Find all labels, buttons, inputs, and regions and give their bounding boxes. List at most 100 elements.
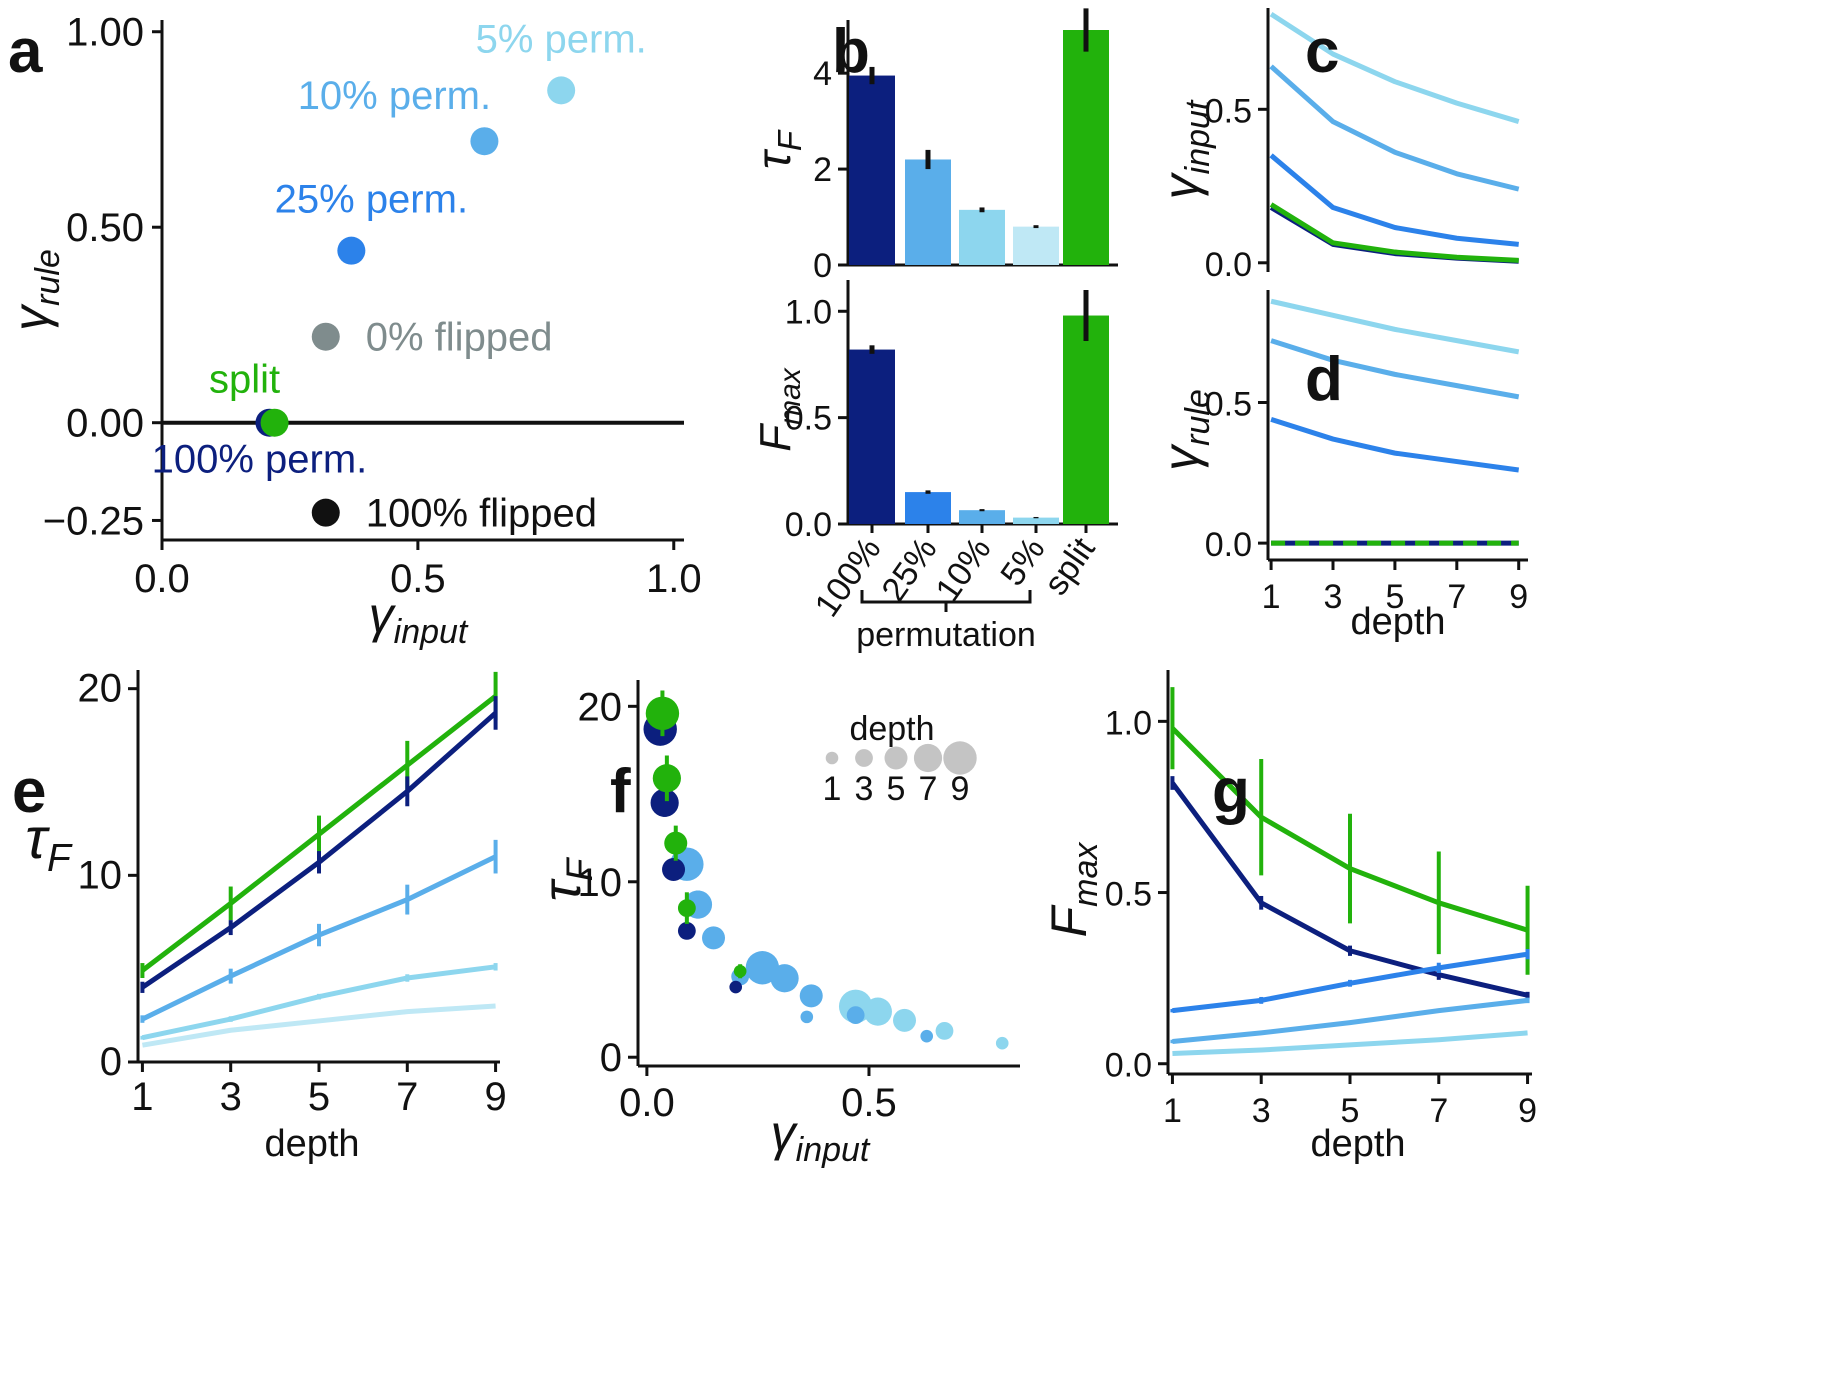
x-tick-label: 9 <box>484 1075 506 1119</box>
permutation-label: permutation <box>856 616 1036 654</box>
b-category-label: 10% <box>928 531 998 609</box>
y-axis-label-sub: rule <box>29 249 67 306</box>
series-line-4 <box>1172 1030 1528 1056</box>
point-label-4: 100% perm. <box>152 438 368 482</box>
series-line-1 <box>1269 64 1520 192</box>
series-line-3 <box>141 964 496 1041</box>
b-top-y-tick-label: 2 <box>813 151 832 189</box>
c-y-axis-label: γinput <box>1153 99 1217 199</box>
y-tick-label: 0.00 <box>66 402 144 446</box>
e-y-axis-label-text: τF <box>25 806 73 880</box>
y-tick-label: 0 <box>600 1036 622 1080</box>
y-tick-label: −0.25 <box>43 499 144 543</box>
x-tick-label: 1 <box>131 1075 153 1119</box>
point-17 <box>662 857 686 881</box>
x-tick-label: 0.0 <box>619 1081 675 1125</box>
b-top-y-tick-label: 0 <box>813 247 832 285</box>
point-0 <box>547 76 576 105</box>
series-line-4 <box>141 1003 496 1048</box>
d-x-axis-label: depth <box>1350 601 1445 643</box>
b-category-label: 100% <box>808 531 889 624</box>
size-legend-dot-3 <box>913 743 943 773</box>
x-axis-label-text: γinput <box>369 587 469 651</box>
y-axis-label-text: γrule <box>3 249 67 331</box>
b-bottom-y-tick-label: 0.0 <box>785 506 832 544</box>
e-x-axis-label: depth <box>264 1123 359 1165</box>
y-tick-label: 20 <box>578 685 623 729</box>
y-tick-label: 0.0 <box>1205 526 1252 564</box>
f-y-axis-label-text: τF <box>532 856 600 901</box>
panel-a: 0.0 0.5 1.0−0.250.000.501.00γinputγrule5% … <box>3 11 702 651</box>
y-tick-label: 10 <box>578 861 623 905</box>
point-12 <box>702 926 726 950</box>
b-top-bar-2 <box>959 209 1005 265</box>
b-bottom-y-axis-label-sub: max <box>774 367 807 425</box>
y-tick-label: 10 <box>78 853 123 897</box>
size-legend-label: 3 <box>855 770 874 808</box>
b-bottom-bar-1 <box>905 492 951 524</box>
panel-g: 0.0 0.5 1.0 1 3 5 7 9 Fmax depth <box>1041 670 1537 1165</box>
b-top-y-axis-label-sub: F <box>771 129 808 151</box>
panel-letter-f: f <box>610 757 631 826</box>
series-line-0 <box>1270 298 1520 355</box>
b-bottom-bar-4 <box>1063 315 1109 524</box>
point-1 <box>470 127 499 156</box>
b-top-bar-0 <box>849 75 895 266</box>
series-line-2 <box>1270 416 1520 473</box>
x-tick-label: 1.0 <box>646 557 702 601</box>
point-3 <box>311 322 340 351</box>
g-y-axis-label-sub: max <box>1067 842 1105 907</box>
x-tick-label: 0.5 <box>390 557 446 601</box>
panel-b: 0240.00.51.0τFFmax100%25%10%5%splitpermu… <box>748 8 1118 654</box>
point-21 <box>652 764 681 793</box>
panel-d: 0.0 0.5 1 3 5 7 9 γrule depth <box>1153 290 1528 643</box>
b-bottom-y-axis-label: Fmax <box>751 367 807 452</box>
y-axis-label-main: γ <box>3 303 59 331</box>
panel-letter-b: b <box>832 17 870 86</box>
c-y-axis-label-main: γ <box>1153 171 1209 199</box>
e-y-axis-label-sub: F <box>47 837 73 880</box>
b-bottom-y-axis-label-main: F <box>751 423 800 452</box>
g-y-axis-label-text: Fmax <box>1041 842 1105 938</box>
y-tick-label: 0.50 <box>66 206 144 250</box>
g-x-axis-label: depth <box>1310 1123 1405 1165</box>
e-y-axis-label: τF <box>25 806 73 880</box>
series-line-1 <box>1270 338 1520 400</box>
x-tick-label: 5 <box>308 1075 330 1119</box>
f-x-axis-label: γinput <box>771 1105 871 1169</box>
x-tick-label: 3 <box>220 1075 242 1119</box>
y-tick-label: 1.00 <box>66 11 144 55</box>
point-2 <box>893 1008 917 1032</box>
point-8 <box>846 1006 865 1025</box>
point-20 <box>645 696 680 731</box>
y-tick-label: 0 <box>100 1040 122 1084</box>
size-legend-dot-4 <box>943 741 977 775</box>
size-legend-dot-0 <box>825 751 839 765</box>
f-x-axis-label-main: γ <box>771 1105 799 1161</box>
e-y-axis-label-main: τ <box>25 806 50 871</box>
point-3 <box>935 1022 954 1040</box>
point-23 <box>677 899 696 917</box>
b-bottom-bar-0 <box>849 349 895 524</box>
point-6 <box>770 964 799 993</box>
size-legend-title: depth <box>849 710 934 748</box>
x-tick-label: 7 <box>1447 578 1466 616</box>
f-x-axis-label-sub: input <box>796 1131 871 1169</box>
b-top-y-axis-label-main: τ <box>748 148 801 169</box>
x-tick-label: 7 <box>1429 1092 1448 1130</box>
point-7 <box>799 984 823 1008</box>
point-2 <box>337 236 366 265</box>
point-label-6: 100% flipped <box>366 492 597 536</box>
point-label-5: split <box>209 358 280 402</box>
panel-letter-a: a <box>8 17 43 86</box>
size-legend-label: 5 <box>887 770 906 808</box>
x-tick-label: 0.5 <box>841 1081 897 1125</box>
series-line-4 <box>1269 202 1519 263</box>
size-legend-label: 7 <box>919 770 938 808</box>
x-axis-label-main: γ <box>369 587 397 643</box>
x-tick-label: 3 <box>1324 578 1343 616</box>
b-bottom-y-tick-label: 0.5 <box>785 400 832 438</box>
b-category-label: 25% <box>874 531 944 609</box>
